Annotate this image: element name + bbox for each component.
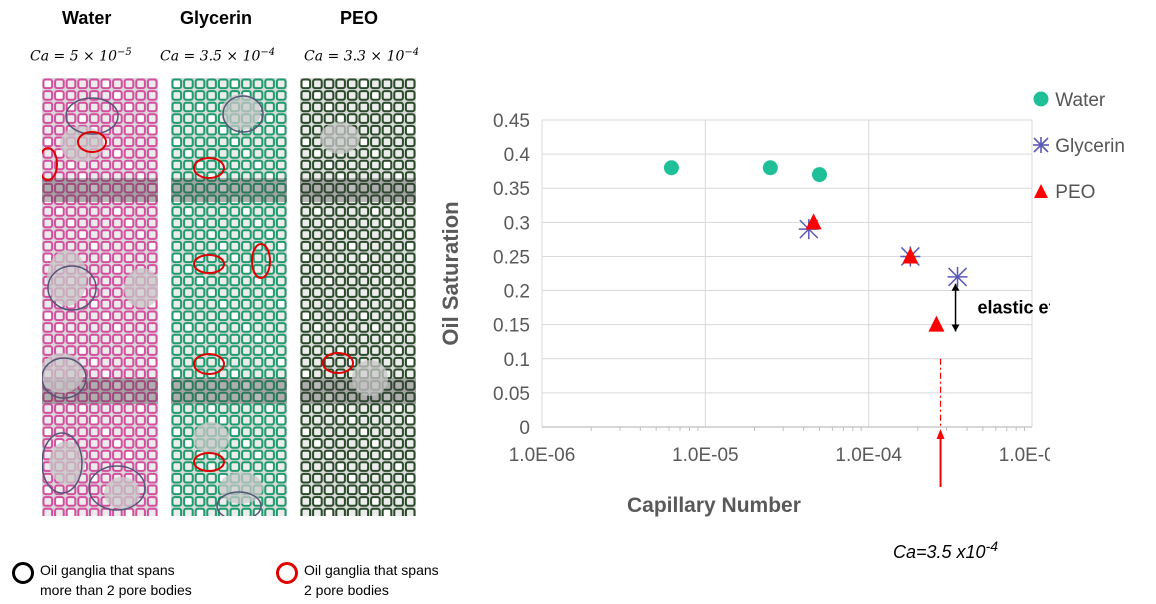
y-tick-label: 0.15 bbox=[493, 316, 530, 337]
legend-label-glycerin: Glycerin bbox=[1055, 136, 1125, 157]
micromodel-svg-water bbox=[42, 78, 158, 516]
y-tick-label: 0.2 bbox=[504, 282, 530, 303]
legend-black-line2: more than 2 pore bodies bbox=[40, 580, 192, 600]
elastic-effect-label: elastic effect bbox=[978, 298, 1050, 318]
legend-item-glycerin: Glycerin bbox=[1032, 136, 1125, 158]
data-point-water bbox=[763, 160, 778, 175]
y-tick-label: 0.35 bbox=[493, 179, 530, 200]
micromodel-svg-peo bbox=[300, 78, 416, 516]
y-tick-label: 0 bbox=[519, 418, 530, 439]
x-tick-label: 1.0E-06 bbox=[509, 445, 576, 466]
legend-black-line1: Oil ganglia that spans bbox=[40, 560, 175, 580]
ca-label-peo: Ca = 3.3 × 10−4 bbox=[304, 47, 419, 65]
y-tick-label: 0.45 bbox=[493, 111, 530, 132]
data-point-peo bbox=[806, 213, 822, 229]
micromodel-image-water bbox=[42, 78, 158, 516]
legend-triangle-marker bbox=[1032, 182, 1050, 200]
legend-item-peo: PEO bbox=[1032, 182, 1095, 204]
legend-asterisk-marker bbox=[1032, 136, 1050, 154]
ca-arrow-head bbox=[937, 429, 945, 439]
ca-label-water: Ca = 5 × 10−5 bbox=[30, 47, 132, 65]
data-point-peo bbox=[928, 316, 944, 332]
panel-title-peo: PEO bbox=[340, 8, 378, 29]
y-axis-label: Oil Saturation bbox=[438, 201, 463, 345]
legend-item-water: Water bbox=[1032, 90, 1105, 112]
panel-title-water: Water bbox=[62, 8, 111, 29]
data-point-water bbox=[664, 160, 679, 175]
micromodel-image-peo bbox=[300, 78, 416, 516]
arrow-head-up bbox=[952, 284, 960, 291]
ca-label-glycerin: Ca = 3.5 × 10−4 bbox=[160, 47, 275, 65]
x-tick-label: 1.0E-05 bbox=[672, 445, 739, 466]
arrow-head-down bbox=[952, 324, 960, 331]
legend-circle-marker bbox=[1032, 90, 1050, 108]
x-tick-label: 1.0E-04 bbox=[835, 445, 902, 466]
legend-red-line2: 2 pore bodies bbox=[304, 580, 389, 600]
legend-red-line1: Oil ganglia that spans bbox=[304, 560, 439, 580]
scatter-chart: 0 0.05 0.1 0.15 0.2 0.25 0.3 0.35 0.4 0.45 1.0E-06… bbox=[430, 80, 1050, 490]
legend-label-water: Water bbox=[1055, 90, 1105, 111]
legend-label-peo: PEO bbox=[1055, 182, 1095, 203]
y-tick-label: 0.1 bbox=[504, 350, 530, 371]
x-tick-label: 1.0E-03 bbox=[999, 445, 1050, 466]
y-tick-label: 0.4 bbox=[504, 145, 531, 166]
y-tick-label: 0.25 bbox=[493, 247, 530, 268]
y-tick-label: 0.3 bbox=[504, 213, 530, 234]
micromodel-image-glycerin bbox=[171, 78, 287, 516]
y-tick-label: 0.05 bbox=[493, 384, 530, 405]
x-axis-label: Capillary Number bbox=[627, 494, 801, 518]
data-point-water bbox=[812, 167, 827, 182]
data-point-glycerin bbox=[948, 267, 968, 287]
black-circle-icon bbox=[12, 562, 34, 584]
panel-title-glycerin: Glycerin bbox=[180, 8, 252, 29]
red-circle-icon bbox=[276, 562, 298, 584]
ca-annotation: Ca=3.5 x10-4 bbox=[893, 538, 998, 563]
micromodel-svg-glycerin bbox=[171, 78, 287, 516]
